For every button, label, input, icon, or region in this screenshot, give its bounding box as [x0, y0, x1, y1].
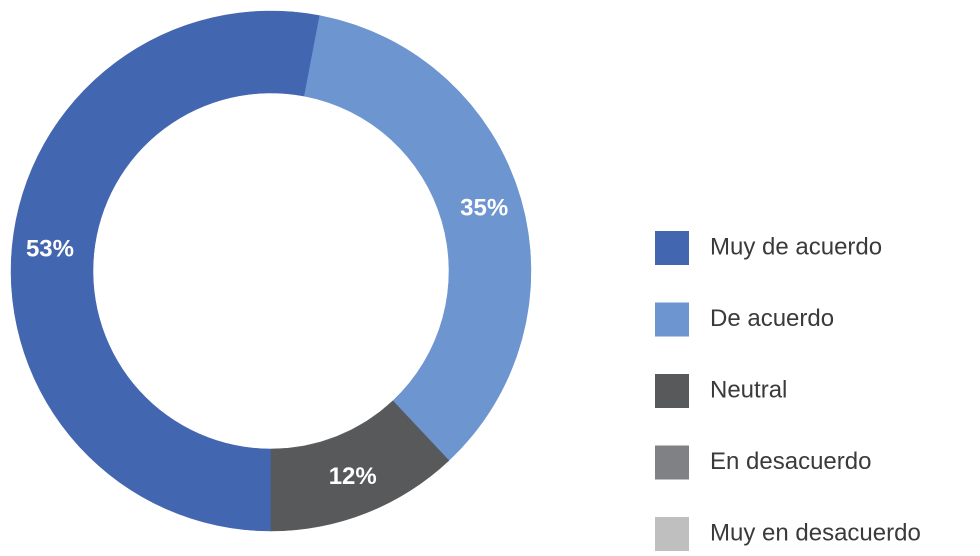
slice: [304, 15, 532, 461]
legend-swatch: [655, 445, 689, 480]
legend-label: Muy de acuerdo: [710, 233, 882, 260]
value-label: 53%: [26, 235, 74, 262]
legend-swatch: [655, 374, 689, 408]
legend-label: Muy en desacuerdo: [710, 519, 921, 546]
legend-label: De acuerdo: [710, 305, 834, 332]
legend-swatch: [655, 231, 689, 265]
slice: [270, 400, 450, 532]
value-label: 35%: [460, 194, 508, 221]
legend-swatch: [655, 302, 689, 337]
legend-label: Neutral: [710, 376, 787, 403]
value-label: 12%: [329, 463, 377, 490]
legend-label: En desacuerdo: [710, 448, 871, 475]
legend-swatch: [655, 517, 689, 551]
slice: [10, 10, 321, 532]
